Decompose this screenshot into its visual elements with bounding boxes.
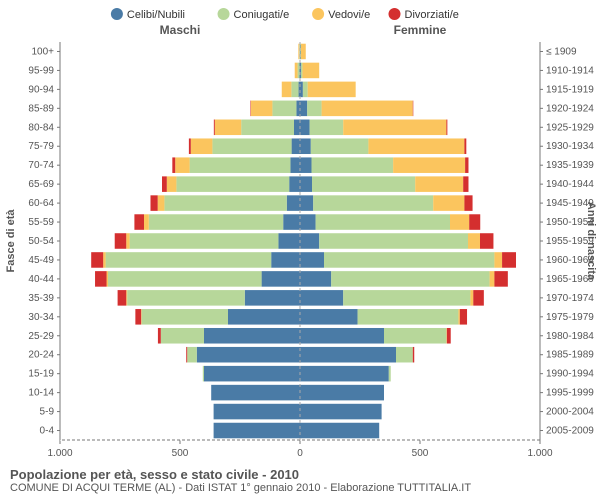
chart-subtitle: COMUNE DI ACQUI TERME (AL) - Dati ISTAT … bbox=[10, 482, 471, 494]
svg-text:50-54: 50-54 bbox=[28, 236, 54, 247]
svg-text:1930-1934: 1930-1934 bbox=[546, 141, 594, 152]
svg-text:65-69: 65-69 bbox=[28, 179, 54, 190]
svg-text:1915-1919: 1915-1919 bbox=[546, 84, 594, 95]
svg-text:1920-1924: 1920-1924 bbox=[546, 103, 594, 114]
svg-text:1995-1999: 1995-1999 bbox=[546, 388, 594, 399]
chart-svg: Celibi/Nubili Coniugati/e Vedovi/e Divorzia… bbox=[0, 0, 600, 500]
svg-text:1935-1939: 1935-1939 bbox=[546, 160, 594, 171]
svg-text:500: 500 bbox=[412, 448, 429, 459]
svg-text:1985-1989: 1985-1989 bbox=[546, 350, 594, 361]
svg-text:25-29: 25-29 bbox=[28, 331, 54, 342]
svg-text:85-89: 85-89 bbox=[28, 103, 54, 114]
svg-text:100+: 100+ bbox=[31, 46, 54, 57]
svg-text:1910-1914: 1910-1914 bbox=[546, 65, 594, 76]
svg-text:Celibi/Nubili: Celibi/Nubili bbox=[127, 9, 185, 21]
svg-text:Fasce di età: Fasce di età bbox=[5, 209, 17, 273]
svg-text:0: 0 bbox=[297, 448, 303, 459]
svg-text:15-19: 15-19 bbox=[28, 369, 54, 380]
svg-text:1.000: 1.000 bbox=[47, 448, 72, 459]
svg-text:95-99: 95-99 bbox=[28, 65, 54, 76]
svg-text:75-79: 75-79 bbox=[28, 141, 54, 152]
svg-text:55-59: 55-59 bbox=[28, 217, 54, 228]
chart-footer: Popolazione per età, sesso e stato civil… bbox=[10, 467, 471, 494]
svg-text:1.000: 1.000 bbox=[527, 448, 552, 459]
svg-text:Maschi: Maschi bbox=[160, 23, 201, 37]
svg-text:60-64: 60-64 bbox=[28, 198, 54, 209]
svg-text:5-9: 5-9 bbox=[40, 407, 55, 418]
svg-text:2000-2004: 2000-2004 bbox=[546, 407, 594, 418]
svg-text:500: 500 bbox=[172, 448, 189, 459]
svg-text:1970-1974: 1970-1974 bbox=[546, 293, 594, 304]
svg-text:1940-1944: 1940-1944 bbox=[546, 179, 594, 190]
svg-text:90-94: 90-94 bbox=[28, 84, 54, 95]
svg-text:45-49: 45-49 bbox=[28, 255, 54, 266]
svg-text:1925-1929: 1925-1929 bbox=[546, 122, 594, 133]
svg-text:Coniugati/e: Coniugati/e bbox=[234, 9, 290, 21]
svg-text:70-74: 70-74 bbox=[28, 160, 54, 171]
svg-text:Anni di nascita: Anni di nascita bbox=[585, 202, 597, 281]
svg-text:80-84: 80-84 bbox=[28, 122, 54, 133]
svg-text:2005-2009: 2005-2009 bbox=[546, 426, 594, 437]
population-pyramid-chart: Celibi/Nubili Coniugati/e Vedovi/e Divorzia… bbox=[0, 0, 600, 500]
svg-text:10-14: 10-14 bbox=[28, 388, 54, 399]
svg-text:Divorziati/e: Divorziati/e bbox=[405, 9, 459, 21]
svg-text:40-44: 40-44 bbox=[28, 274, 54, 285]
svg-text:1980-1984: 1980-1984 bbox=[546, 331, 594, 342]
svg-text:1990-1994: 1990-1994 bbox=[546, 369, 594, 380]
chart-title: Popolazione per età, sesso e stato civil… bbox=[10, 467, 471, 482]
svg-text:35-39: 35-39 bbox=[28, 293, 54, 304]
svg-text:1975-1979: 1975-1979 bbox=[546, 312, 594, 323]
svg-text:0-4: 0-4 bbox=[40, 426, 55, 437]
svg-text:≤ 1909: ≤ 1909 bbox=[546, 46, 577, 57]
svg-text:Femmine: Femmine bbox=[394, 23, 447, 37]
svg-text:Vedovi/e: Vedovi/e bbox=[328, 9, 370, 21]
svg-text:20-24: 20-24 bbox=[28, 350, 54, 361]
svg-text:30-34: 30-34 bbox=[28, 312, 54, 323]
